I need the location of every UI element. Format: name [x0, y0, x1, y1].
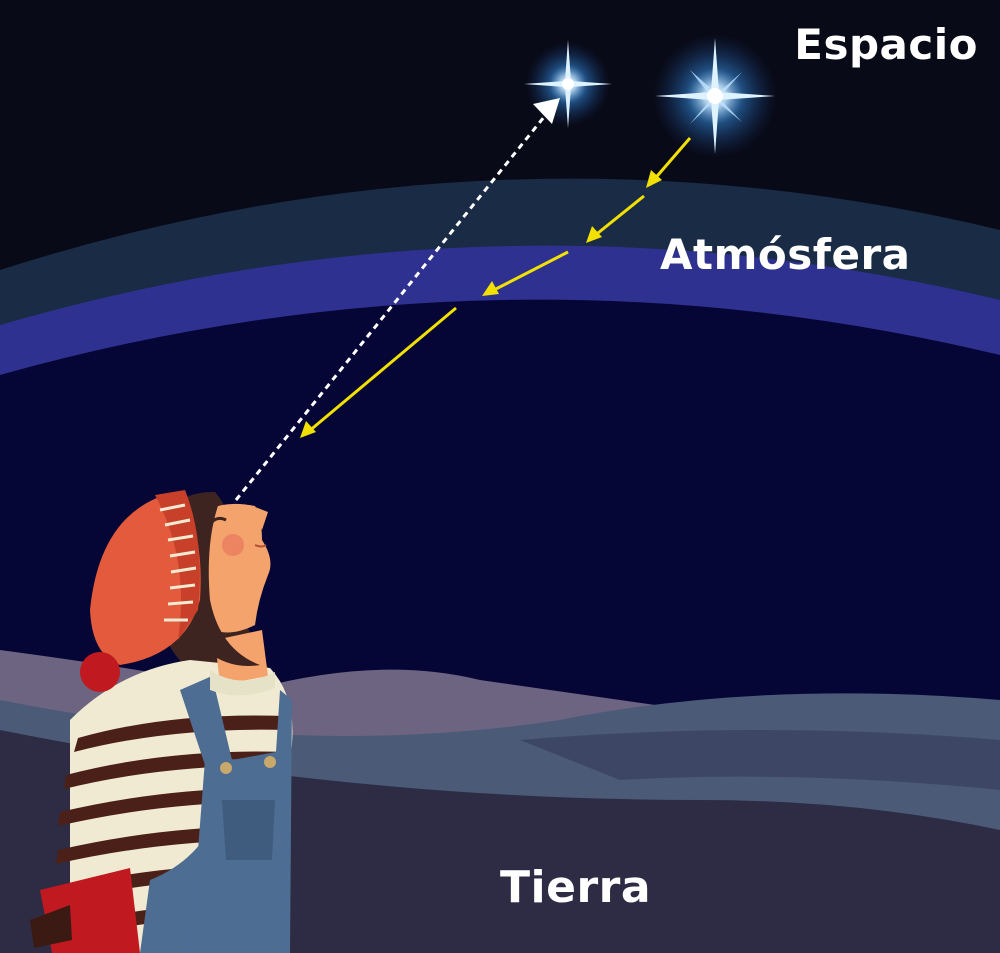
sight-arrowhead	[533, 98, 560, 124]
sight-line	[234, 111, 550, 501]
ray-arrowhead-3	[482, 281, 499, 296]
light-ray	[300, 137, 692, 438]
ray-arrowhead-2	[586, 226, 602, 243]
ray-segment-2	[592, 194, 645, 239]
ray-arrowhead-4	[300, 421, 316, 438]
ray-segment-1	[650, 137, 692, 183]
ray-arrowhead-1	[646, 170, 662, 188]
ray-segment-3	[489, 250, 569, 294]
stargazer-girl-icon	[30, 490, 293, 953]
hill-shade	[520, 730, 1000, 790]
space-label: Espacio	[794, 20, 978, 69]
atmosphere-label: Atmósfera	[660, 230, 911, 279]
real-star-icon	[653, 34, 777, 158]
ray-segment-4	[307, 306, 457, 434]
earth-label: Tierra	[500, 862, 652, 913]
